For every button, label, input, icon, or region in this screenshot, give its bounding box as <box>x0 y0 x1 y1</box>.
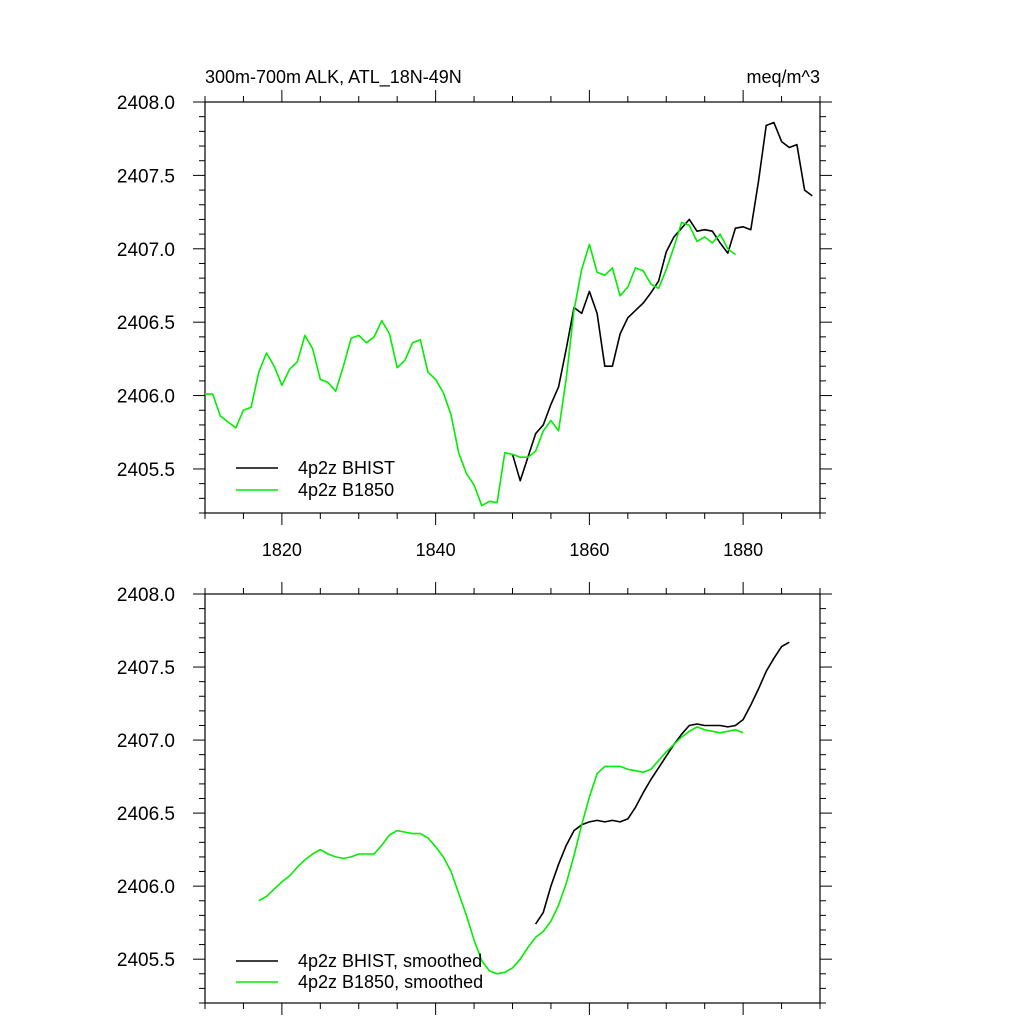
x-tick-label: 1880 <box>723 540 763 560</box>
plot-frame <box>204 101 821 514</box>
legend-label: 4p2z B1850 <box>298 480 394 500</box>
top-panel: 300m-700m ALK, ATL_18N-49N meq/m^3 1820 1… <box>117 67 832 560</box>
y-tick-label: 2406.5 <box>117 313 175 334</box>
x-tick-label: 1840 <box>416 540 456 560</box>
y-tick-label: 2406.5 <box>117 804 175 825</box>
y-tick-label: 2407.0 <box>117 731 175 752</box>
y-tick-label: 2407.5 <box>117 658 175 679</box>
legend-label: 4p2z BHIST <box>298 458 395 478</box>
y-tick-label: 2405.5 <box>117 460 175 481</box>
y-tick-label: 2405.5 <box>117 950 175 971</box>
x-tick-label: 1860 <box>569 540 609 560</box>
y-tick-label: 2406.0 <box>117 877 175 898</box>
y-tick-label: 2408.0 <box>117 93 175 114</box>
y-tick-label: 2407.5 <box>117 166 175 187</box>
bottom-panel: 2405.5 2406.0 2406.5 2407.0 2407.5 2408.0 4p2z… <box>117 582 832 1015</box>
series-line-bhist <box>534 641 790 925</box>
y-tick-label: 2408.0 <box>117 585 175 606</box>
x-tick-label: 1820 <box>262 540 302 560</box>
chart-title: 300m-700m ALK, ATL_18N-49N <box>205 67 462 88</box>
plot-frame <box>204 593 821 1004</box>
y-tick-label: 2406.0 <box>117 387 175 408</box>
legend-label: 4p2z BHIST, smoothed <box>298 951 482 971</box>
units-label: meq/m^3 <box>747 67 820 87</box>
series-line-b1850 <box>205 221 736 507</box>
series-line-b1850 <box>258 726 744 975</box>
legend-label: 4p2z B1850, smoothed <box>298 972 483 992</box>
y-tick-label: 2407.0 <box>117 240 175 261</box>
series-line-bhist <box>511 121 813 482</box>
